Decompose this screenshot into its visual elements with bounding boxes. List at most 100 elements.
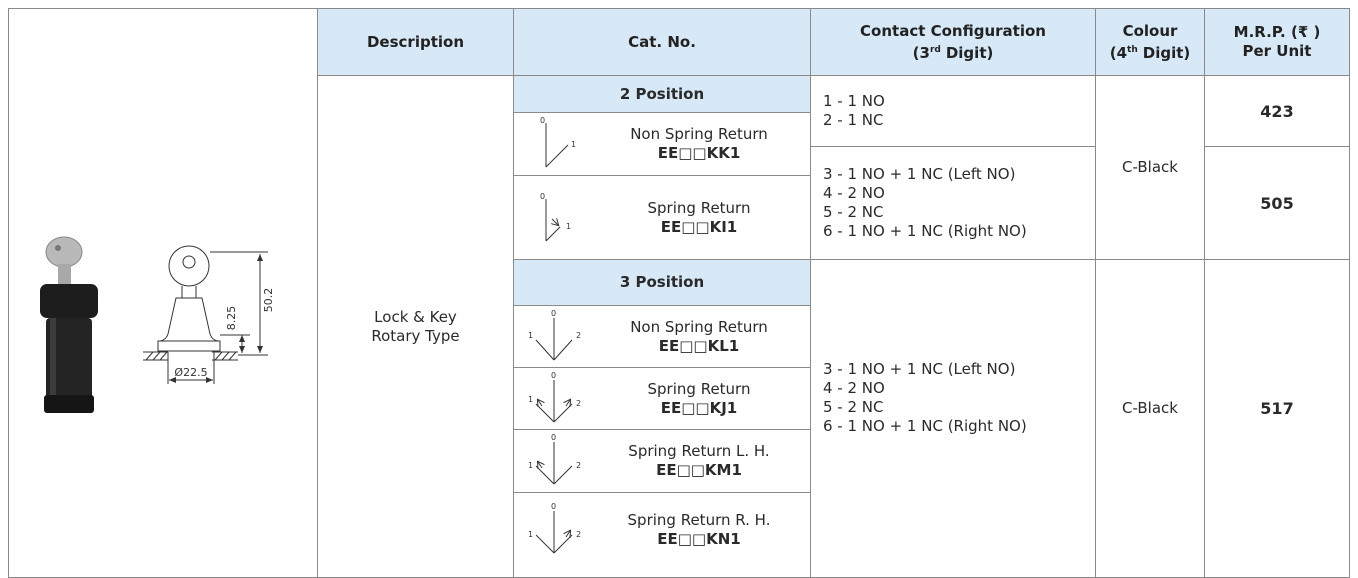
item-text: Spring Return EE□□KI1 xyxy=(594,199,810,237)
contact-line: 1 - 1 NO xyxy=(823,92,885,110)
icon-label: 2 xyxy=(576,461,581,470)
catalog-item: 1 0 2 Spring Return EE□□KJ1 xyxy=(514,368,811,430)
header-cell: Cat. No. xyxy=(514,8,811,76)
item-text: Non Spring Return EE□□KL1 xyxy=(594,318,810,356)
icon-label: 0 xyxy=(540,116,545,125)
header-text: Cat. No. xyxy=(628,32,696,51)
switch-icon: 0 1 xyxy=(540,116,576,168)
header-text: Digit) xyxy=(945,43,994,62)
item-text: Spring Return R. H. EE□□KN1 xyxy=(594,501,810,549)
icon-label: 2 xyxy=(576,331,581,340)
item-code: EE□□KJ1 xyxy=(660,398,738,417)
description-cell: Lock & Key Rotary Type xyxy=(318,76,514,578)
contact-line: 4 - 2 NO xyxy=(823,378,885,397)
header-cell: Description xyxy=(318,8,514,76)
item-code: EE□□KK1 xyxy=(657,144,741,162)
icon-label: 1 xyxy=(571,140,576,149)
product-photo xyxy=(40,236,98,413)
contact-line: 5 - 2 NC xyxy=(823,397,884,416)
icon-label: 2 xyxy=(576,399,581,408)
colour-cell: C-Black xyxy=(1096,76,1205,260)
catalog-item: 1 0 2 Spring Return R. H. EE□□KN1 xyxy=(514,493,811,578)
contact-line: 2 - 1 NC xyxy=(823,111,884,129)
price: 517 xyxy=(1260,399,1294,418)
switch-icon: 1 0 2 xyxy=(528,371,581,422)
header-text: (3rd Digit) xyxy=(913,41,994,63)
header-cell: Colour (4th Digit) xyxy=(1096,8,1205,76)
position-text: 3 Position xyxy=(619,273,705,291)
header-text: Colour xyxy=(1122,21,1178,40)
description-line: Lock & Key xyxy=(374,307,457,326)
item-name: Non Spring Return xyxy=(630,125,768,143)
header-text: (3 xyxy=(912,43,930,62)
catalog-item: 0 1 Spring Return EE□□KI1 xyxy=(514,176,811,260)
price-cell: 505 xyxy=(1205,147,1350,260)
colour-cell: C-Black xyxy=(1096,260,1205,578)
contact-line: 6 - 1 NO + 1 NC (Right NO) xyxy=(823,222,1027,240)
colour-text: C-Black xyxy=(1122,399,1178,417)
dimension-label: 8.25 xyxy=(225,306,238,331)
contact-line: 3 - 1 NO + 1 NC (Left NO) xyxy=(823,359,1016,378)
catalog-item: 0 1 Non Spring Return EE□□KK1 xyxy=(514,113,811,176)
item-text: Spring Return L. H. EE□□KM1 xyxy=(594,442,810,480)
price: 505 xyxy=(1260,193,1294,213)
icon-label: 1 xyxy=(528,530,533,539)
icon-label: 0 xyxy=(540,192,545,201)
switch-icon: 1 0 2 xyxy=(528,433,581,485)
price-cell: 517 xyxy=(1205,260,1350,578)
icon-label: 0 xyxy=(551,371,556,380)
position-text: 2 Position xyxy=(619,84,705,103)
item-code: EE□□KN1 xyxy=(657,530,741,548)
header-text: (4th Digit) xyxy=(1110,41,1191,63)
contact-cell: 1 - 1 NO 2 - 1 NC xyxy=(811,76,1096,147)
position-header: 2 Position xyxy=(514,76,811,113)
header-cell: M.R.P. (₹ ) Per Unit xyxy=(1205,8,1350,76)
icon-label: 1 xyxy=(528,461,533,470)
item-name: Non Spring Return xyxy=(630,317,768,336)
dimension-drawing xyxy=(143,245,268,384)
item-name: Spring Return R. H. xyxy=(627,511,771,529)
icon-label: 0 xyxy=(551,433,556,442)
product-figure: 50.2 8.25 Ø22.5 xyxy=(40,236,275,413)
header-cell: Contact Configuration (3rd Digit) xyxy=(811,8,1096,76)
catalog-item: 1 0 2 Non Spring Return EE□□KL1 xyxy=(514,306,811,368)
contact-cell: 3 - 1 NO + 1 NC (Left NO) 4 - 2 NO 5 - 2… xyxy=(811,260,1096,578)
superscript: th xyxy=(1127,44,1138,55)
item-code: EE□□KM1 xyxy=(656,461,742,479)
icon-label: 1 xyxy=(528,331,533,340)
header-text: Digit) xyxy=(1142,43,1191,62)
catalog-item: 1 0 2 Spring Return L. H. EE□□KM1 xyxy=(514,430,811,493)
item-text: Non Spring Return EE□□KK1 xyxy=(594,125,810,163)
contact-line: 3 - 1 NO + 1 NC (Left NO) xyxy=(823,165,1016,183)
header-text: (4 xyxy=(1109,43,1128,62)
icon-label: 1 xyxy=(566,222,571,231)
header-text: Description xyxy=(366,32,465,51)
contact-line: 5 - 2 NC xyxy=(823,203,884,221)
switch-icon: 1 0 2 xyxy=(528,502,581,554)
icon-label: 0 xyxy=(551,309,556,318)
dimension-label: 50.2 xyxy=(262,288,275,313)
colour-text: C-Black xyxy=(1122,158,1178,176)
item-text: Spring Return EE□□KJ1 xyxy=(594,380,810,418)
price-cell: 423 xyxy=(1205,76,1350,147)
item-name: Spring Return xyxy=(647,198,751,217)
header-text: M.R.P. (₹ ) xyxy=(1233,23,1321,41)
contact-line: 4 - 2 NO xyxy=(823,184,885,202)
superscript: rd xyxy=(929,44,941,55)
dimension-label: Ø22.5 xyxy=(174,366,207,379)
icon-label: 2 xyxy=(576,530,581,539)
contact-cell: 3 - 1 NO + 1 NC (Left NO) 4 - 2 NO 5 - 2… xyxy=(811,147,1096,260)
position-header: 3 Position xyxy=(514,260,811,306)
price: 423 xyxy=(1260,101,1294,121)
item-code: EE□□KL1 xyxy=(658,336,740,355)
contact-line: 6 - 1 NO + 1 NC (Right NO) xyxy=(823,416,1027,435)
switch-icon: 1 0 2 xyxy=(528,309,581,360)
item-name: Spring Return xyxy=(647,379,751,398)
header-text: Per Unit xyxy=(1242,42,1312,60)
header-text: Contact Configuration xyxy=(860,21,1046,40)
icon-label: 0 xyxy=(551,502,556,511)
description-line: Rotary Type xyxy=(371,326,460,345)
item-code: EE□□KI1 xyxy=(660,217,738,236)
